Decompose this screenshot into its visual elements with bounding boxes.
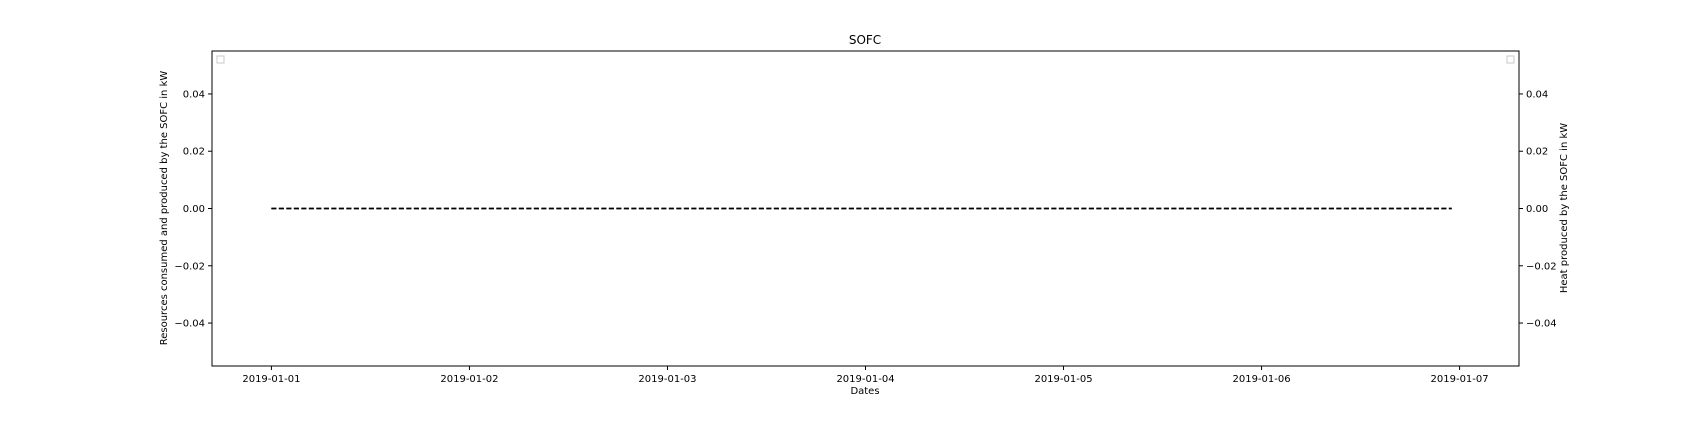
y-right-tick-label: 0.04	[1526, 89, 1548, 100]
y-right-tick-label: −0.02	[1526, 261, 1557, 272]
x-tick-label: 2019-01-03	[638, 374, 696, 385]
x-tick-label: 2019-01-04	[836, 374, 894, 385]
x-axis-label: Dates	[850, 386, 879, 397]
y-tick-label: 0.00	[183, 204, 205, 215]
y-axis-label-left: Resources consumed and produced by the S…	[159, 71, 170, 346]
chart-title: SOFC	[849, 33, 881, 47]
x-tick-label: 2019-01-07	[1431, 374, 1489, 385]
y-axis-left: −0.04 −0.02 0.00 0.02 0.04	[174, 89, 212, 330]
y-axis-right: −0.04 −0.02 0.00 0.02 0.04	[1519, 89, 1557, 330]
x-tick-label: 2019-01-02	[440, 374, 498, 385]
x-tick-label: 2019-01-05	[1034, 374, 1092, 385]
x-axis: 2019-01-01 2019-01-02 2019-01-03 2019-01-04…	[242, 366, 1489, 385]
y-right-tick-label: 0.00	[1526, 204, 1548, 215]
y-tick-label: −0.04	[174, 319, 205, 330]
y-tick-label: 0.02	[183, 147, 205, 158]
y-tick-label: 0.04	[183, 89, 205, 100]
y-right-tick-label: 0.02	[1526, 147, 1548, 158]
y-tick-label: −0.02	[174, 261, 205, 272]
y-right-tick-label: −0.04	[1526, 319, 1557, 330]
legend-right-box	[1506, 55, 1515, 64]
x-tick-label: 2019-01-06	[1232, 374, 1290, 385]
y-axis-label-right: Heat produced by the SOFC in kW	[1559, 123, 1570, 293]
legend-left-box	[216, 55, 225, 64]
x-tick-label: 2019-01-01	[242, 374, 300, 385]
